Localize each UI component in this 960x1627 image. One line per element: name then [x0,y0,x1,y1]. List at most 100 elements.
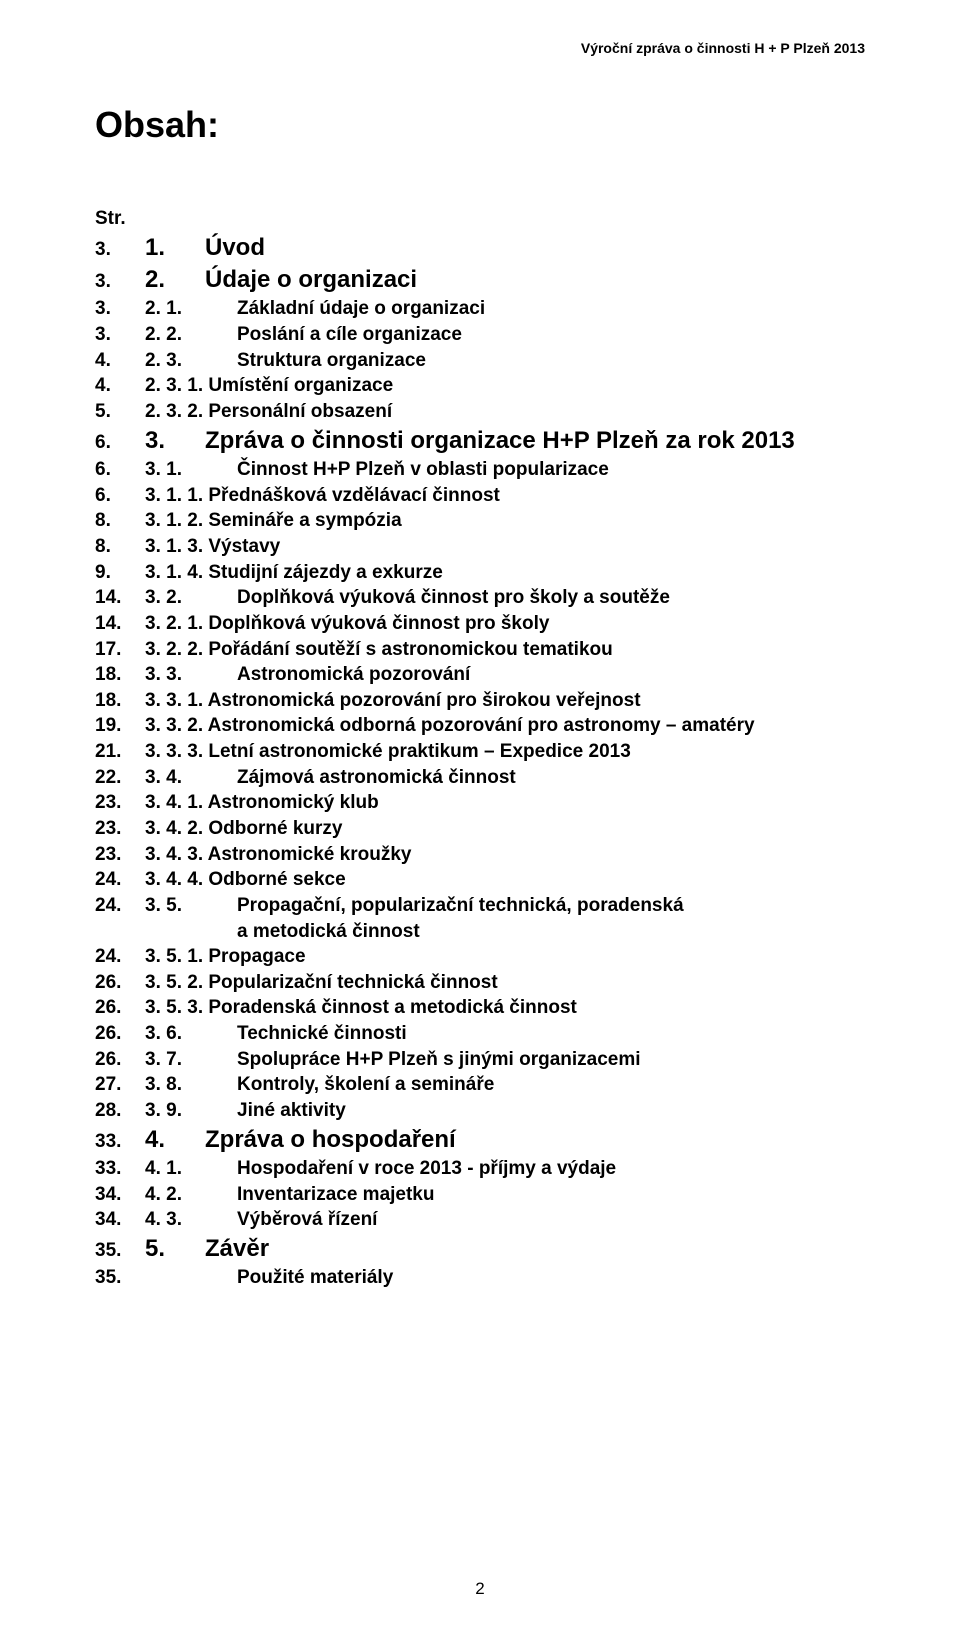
toc-row: 23.3. 4. 2. Odborné kurzy [95,816,865,842]
toc-title: Spolupráce H+P Plzeň s jinými organizace… [237,1047,865,1073]
footer-page-number: 2 [0,1579,960,1599]
toc-title: Zpráva o hospodaření [205,1124,865,1156]
toc-entry: 3. 1. 4. Studijní zájezdy a exkurze [145,560,865,586]
toc-page-ref: 35. [95,1238,145,1264]
toc-page-ref: 3. [95,296,145,322]
toc-page-ref: 8. [95,508,145,534]
toc-page-ref: 28. [95,1098,145,1124]
toc-row: 8.3. 1. 2. Semináře a sympózia [95,508,865,534]
toc-row: 35.Použité materiály [95,1265,865,1291]
toc-title: Astronomická pozorování [237,662,865,688]
toc-number: 4. 3. [145,1207,237,1233]
toc-page-ref: 33. [95,1156,145,1182]
toc-page-ref: 23. [95,816,145,842]
toc-entry: 2. 3. 2. Personální obsazení [145,399,865,425]
table-of-contents: Str. 3.1.Úvod3.2.Údaje o organizaci3.2. … [95,206,865,1291]
toc-row: 21.3. 3. 3. Letní astronomické praktikum… [95,739,865,765]
toc-page-ref: 5. [95,399,145,425]
toc-row: 27.3. 8.Kontroly, školení a semináře [95,1072,865,1098]
toc-row: 18.3. 3.Astronomická pozorování [95,662,865,688]
toc-title: Činnost H+P Plzeň v oblasti popularizace [237,457,865,483]
toc-row: 4.2. 3.Struktura organizace [95,348,865,374]
toc-title: Výběrová řízení [237,1207,865,1233]
toc-row: 24.3. 5.Propagační, popularizační techni… [95,893,865,919]
toc-entry: 3. 1. 1. Přednášková vzdělávací činnost [145,483,865,509]
toc-title: Jiné aktivity [237,1098,865,1124]
toc-number: 5. [145,1233,205,1265]
toc-page-ref: 4. [95,373,145,399]
toc-entry: 3. 4. 2. Odborné kurzy [145,816,865,842]
toc-page-ref: 14. [95,585,145,611]
toc-title: Úvod [205,232,865,264]
toc-entry: 3. 2. 2. Pořádání soutěží s astronomicko… [145,637,865,663]
toc-entry: 3. 3. 3. Letní astronomické praktikum – … [145,739,865,765]
toc-title: Základní údaje o organizaci [237,296,865,322]
toc-page-ref: 22. [95,765,145,791]
toc-number: 4. 2. [145,1182,237,1208]
toc-number: 4. [145,1124,205,1156]
toc-title: Struktura organizace [237,348,865,374]
toc-entry: 3. 5. 3. Poradenská činnost a metodická … [145,995,865,1021]
toc-title: Zájmová astronomická činnost [237,765,865,791]
toc-entry: 3. 4. 1. Astronomický klub [145,790,865,816]
toc-title: Propagační, popularizační technická, por… [237,893,865,919]
toc-row: 4.2. 3. 1. Umístění organizace [95,373,865,399]
toc-entry: 3. 3. 1. Astronomická pozorování pro šir… [145,688,865,714]
toc-number: 3. 2. [145,585,237,611]
toc-row: 6.3.Zpráva o činnosti organizace H+P Plz… [95,425,865,457]
toc-row: 33.4. 1.Hospodaření v roce 2013 - příjmy… [95,1156,865,1182]
toc-entry: 3. 1. 3. Výstavy [145,534,865,560]
toc-page-ref: 9. [95,560,145,586]
toc-title: Technické činnosti [237,1021,865,1047]
toc-title: Doplňková výuková činnost pro školy a so… [237,585,865,611]
toc-number: 3. 6. [145,1021,237,1047]
toc-row: 3.2. 1.Základní údaje o organizaci [95,296,865,322]
toc-page-ref: 3. [95,322,145,348]
toc-page-ref: 26. [95,1021,145,1047]
toc-row: 26.3. 5. 3. Poradenská činnost a metodic… [95,995,865,1021]
toc-row: 35.5.Závěr [95,1233,865,1265]
toc-row: 3.2. 2.Poslání a cíle organizace [95,322,865,348]
toc-row: 34.4. 3.Výběrová řízení [95,1207,865,1233]
toc-body: 3.1.Úvod3.2.Údaje o organizaci3.2. 1.Zák… [95,232,865,1291]
toc-entry: 3. 5. 1. Propagace [145,944,865,970]
document-page: Výroční zpráva o činnosti H + P Plzeň 20… [0,0,960,1627]
toc-row: 9.3. 1. 4. Studijní zájezdy a exkurze [95,560,865,586]
toc-row: 8.3. 1. 3. Výstavy [95,534,865,560]
toc-number: 3. 5. [145,893,237,919]
toc-page-ref: 6. [95,457,145,483]
toc-page-ref: 6. [95,430,145,456]
toc-title: Kontroly, školení a semináře [237,1072,865,1098]
toc-page-ref: 17. [95,637,145,663]
toc-row: 33.4.Zpráva o hospodaření [95,1124,865,1156]
toc-row: 23.3. 4. 1. Astronomický klub [95,790,865,816]
toc-entry: 3. 1. 2. Semináře a sympózia [145,508,865,534]
toc-page-ref: 27. [95,1072,145,1098]
toc-title: Zpráva o činnosti organizace H+P Plzeň z… [205,425,865,457]
toc-number: 2. 2. [145,322,237,348]
toc-page-ref: 8. [95,534,145,560]
toc-page-ref: 23. [95,790,145,816]
toc-page-ref: 35. [95,1265,145,1291]
toc-number: 3. 7. [145,1047,237,1073]
toc-row: 18.3. 3. 1. Astronomická pozorování pro … [95,688,865,714]
toc-number: 2. 1. [145,296,237,322]
toc-row: 14.3. 2.Doplňková výuková činnost pro šk… [95,585,865,611]
page-title: Obsah: [95,104,865,146]
toc-entry: 2. 3. 1. Umístění organizace [145,373,865,399]
toc-row: 26.3. 7.Spolupráce H+P Plzeň s jinými or… [95,1047,865,1073]
toc-row: 3.1.Úvod [95,232,865,264]
toc-title: Závěr [205,1233,865,1265]
toc-number: 2. [145,264,205,296]
toc-number: 4. 1. [145,1156,237,1182]
toc-page-ref: 26. [95,1047,145,1073]
toc-row: 34.4. 2.Inventarizace majetku [95,1182,865,1208]
toc-row: 17.3. 2. 2. Pořádání soutěží s astronomi… [95,637,865,663]
toc-row: 24.3. 4. 4. Odborné sekce [95,867,865,893]
toc-page-ref: 3. [95,237,145,263]
toc-title: Údaje o organizaci [205,264,865,296]
toc-number: 3. 1. [145,457,237,483]
toc-page-ref: 24. [95,893,145,919]
toc-title: Poslání a cíle organizace [237,322,865,348]
header-note: Výroční zpráva o činnosti H + P Plzeň 20… [95,40,865,56]
